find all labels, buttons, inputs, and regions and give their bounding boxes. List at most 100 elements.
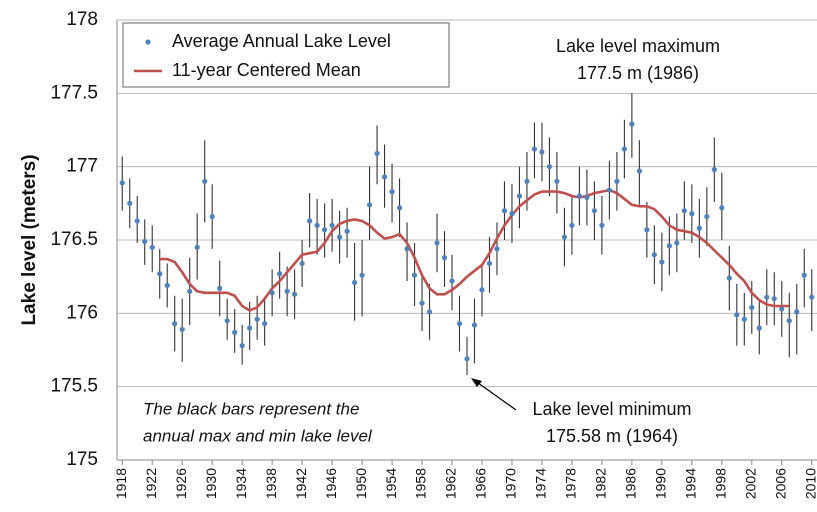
- data-point: [651, 252, 657, 258]
- data-point: [284, 288, 290, 294]
- data-point: [179, 326, 185, 333]
- annotation: Lake level minimum: [532, 399, 691, 419]
- plot-area: 175 175.5 176 176.5 177 177.5 178 1918 1922 1926 1…: [50, 9, 817, 499]
- x-tick-label: 2006: [772, 468, 788, 499]
- data-point: [771, 296, 777, 302]
- x-tick-label: 1958: [413, 468, 429, 499]
- arrow-head: [471, 378, 482, 387]
- data-point: [449, 278, 455, 284]
- x-tick-label: 1938: [263, 468, 279, 499]
- data-point: [561, 234, 568, 240]
- x-tick-label: 1950: [353, 468, 369, 499]
- data-point: [801, 272, 807, 278]
- data-point: [187, 288, 193, 294]
- data-point: [809, 294, 815, 300]
- data-point: [344, 228, 350, 234]
- data-point: [254, 316, 260, 322]
- x-tick-label: 1966: [473, 468, 489, 499]
- data-point: [546, 164, 553, 170]
- data-point: [531, 146, 538, 152]
- annotation: annual max and min lake level: [143, 426, 373, 445]
- data-point: [119, 180, 125, 186]
- y-tick-label: 177.5: [50, 82, 98, 103]
- data-point: [202, 178, 208, 184]
- data-point: [299, 260, 305, 267]
- data-point: [172, 321, 178, 327]
- x-tick-label: 1998: [713, 468, 729, 499]
- x-tick-label: 1922: [143, 468, 159, 499]
- y-tick-label: 176: [66, 302, 98, 323]
- data-point: [756, 325, 762, 331]
- data-point: [636, 168, 642, 174]
- data-point: [209, 213, 215, 220]
- data-point: [157, 271, 163, 277]
- data-point: [374, 150, 380, 157]
- y-tick-label: 175.5: [50, 376, 98, 397]
- data-point: [247, 325, 253, 331]
- data-point: [262, 321, 268, 327]
- legend-box: [122, 22, 450, 88]
- data-point: [569, 222, 575, 228]
- y-tick-label: 176.5: [50, 229, 98, 250]
- data-point: [681, 208, 687, 214]
- x-tick-label: 2010: [802, 468, 817, 499]
- y-tick-label: 178: [66, 9, 98, 30]
- x-tick-label: 1978: [563, 468, 579, 499]
- x-tick-label: 1942: [293, 468, 309, 499]
- data-point: [277, 271, 283, 277]
- data-point: [629, 121, 635, 127]
- annotation: 177.5 m (1986): [577, 63, 699, 83]
- data-point: [194, 244, 200, 250]
- data-point: [779, 306, 785, 312]
- data-point: [644, 227, 650, 233]
- x-tick-label: 1946: [323, 468, 339, 499]
- data-point: [711, 167, 717, 173]
- data-point: [719, 205, 725, 211]
- data-point: [322, 227, 328, 233]
- data-point: [576, 193, 583, 199]
- data-point: [584, 194, 590, 201]
- data-point: [606, 187, 612, 193]
- data-point: [239, 343, 245, 349]
- x-tick-label: 1934: [233, 468, 249, 499]
- data-point: [336, 234, 343, 240]
- y-tick-label: 175: [66, 449, 98, 470]
- data-point: [479, 287, 485, 293]
- data-point: [366, 202, 373, 208]
- data-point: [419, 300, 425, 306]
- data-point: [471, 322, 478, 328]
- data-point: [486, 260, 493, 267]
- data-point: [441, 255, 448, 261]
- data-point: [674, 240, 680, 246]
- x-tick-label: 1986: [623, 468, 639, 499]
- annotation: The black bars represent the: [143, 399, 359, 418]
- data-point: [164, 282, 170, 289]
- data-point: [292, 291, 298, 297]
- data-point: [411, 272, 418, 278]
- data-point: [127, 200, 133, 206]
- x-tick-label: 2002: [742, 468, 758, 499]
- data-point: [749, 304, 755, 311]
- x-tick-label: 1982: [593, 468, 609, 499]
- data-point: [659, 259, 665, 265]
- data-point: [554, 178, 560, 184]
- x-tick-label: 1930: [203, 468, 219, 499]
- data-point: [741, 316, 747, 322]
- x-tick-label: 1994: [683, 468, 699, 499]
- data-point: [389, 189, 395, 195]
- data-point: [786, 318, 792, 324]
- annotation: Lake level maximum: [556, 36, 720, 56]
- data-point: [539, 149, 545, 155]
- data-point: [351, 279, 358, 286]
- legend-marker: [145, 39, 151, 45]
- data-point: [217, 285, 223, 291]
- legend-label: 11-year Centered Mean: [172, 60, 361, 80]
- y-axis-label: Lake level (meters): [19, 154, 40, 325]
- data-point: [494, 246, 500, 252]
- data-point: [516, 193, 523, 199]
- data-point: [232, 329, 238, 335]
- data-point: [329, 222, 335, 228]
- x-tick-label: 1954: [383, 468, 399, 499]
- y-tick-label: 177: [66, 156, 98, 177]
